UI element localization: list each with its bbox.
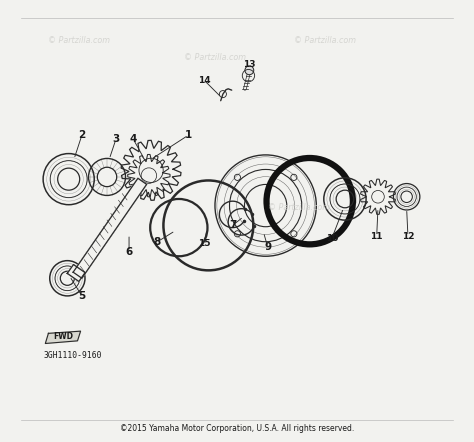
Text: © Partzilla.com: © Partzilla.com <box>184 53 246 62</box>
Polygon shape <box>73 178 146 278</box>
Text: 4: 4 <box>130 134 137 145</box>
Text: 2: 2 <box>78 130 85 140</box>
Text: 15: 15 <box>198 240 210 248</box>
Text: FWD: FWD <box>53 332 73 341</box>
Text: 7: 7 <box>229 221 236 230</box>
Text: ©2015 Yamaha Motor Corporation, U.S.A. All rights reserved.: ©2015 Yamaha Motor Corporation, U.S.A. A… <box>120 424 354 434</box>
Text: © Partzilla.com: © Partzilla.com <box>294 36 356 45</box>
Text: © Partzilla.com: © Partzilla.com <box>47 36 109 45</box>
Text: 12: 12 <box>401 232 414 241</box>
Text: © Partzilla.com: © Partzilla.com <box>268 203 330 212</box>
Text: 11: 11 <box>370 232 383 241</box>
Text: 3: 3 <box>112 134 119 145</box>
Text: 5: 5 <box>78 291 85 301</box>
Text: 14: 14 <box>198 76 210 84</box>
Circle shape <box>245 66 254 75</box>
Text: 6: 6 <box>126 247 133 257</box>
Text: 9: 9 <box>264 242 272 252</box>
Text: 3GH1110-9160: 3GH1110-9160 <box>44 351 102 360</box>
Polygon shape <box>46 331 81 343</box>
Text: 13: 13 <box>243 60 255 69</box>
Text: 1: 1 <box>185 130 192 140</box>
Polygon shape <box>67 265 85 282</box>
Text: 10: 10 <box>326 234 338 243</box>
Text: 8: 8 <box>153 237 160 247</box>
